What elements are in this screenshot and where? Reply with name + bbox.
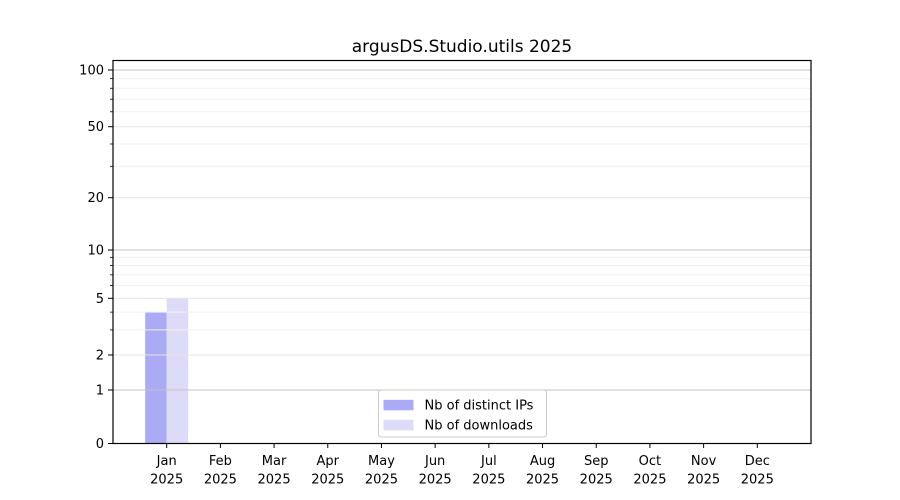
x-tick-label-year: 2025: [150, 473, 183, 488]
y-tick-label: 0: [96, 437, 104, 452]
legend-box: [378, 389, 547, 438]
x-tick-label-year: 2025: [258, 473, 291, 488]
x-tick-label-month: Jun: [424, 454, 445, 469]
x-tick-label-year: 2025: [580, 473, 613, 488]
y-tick-label: 2: [96, 349, 104, 364]
x-tick-label-year: 2025: [472, 473, 505, 488]
x-tick-label-month: May: [368, 454, 395, 469]
x-tick-label-month: Feb: [209, 454, 232, 469]
x-tick-label-year: 2025: [687, 473, 720, 488]
x-tick-label-month: Dec: [745, 454, 770, 469]
x-tick-label-month: Sep: [584, 454, 609, 469]
legend: Nb of distinct IPs Nb of downloads: [378, 389, 547, 438]
x-tick-label-month: Aug: [530, 454, 555, 469]
legend-label: Nb of downloads: [425, 419, 534, 434]
x-tick-label-year: 2025: [311, 473, 344, 488]
x-tick-label-month: Jul: [480, 454, 497, 469]
x-tick-label-year: 2025: [741, 473, 774, 488]
x-tick-label-year: 2025: [526, 473, 559, 488]
x-tick-label-month: Oct: [639, 454, 661, 469]
legend-swatch: [383, 399, 414, 411]
chart-title: argusDS.Studio.utils 2025: [352, 37, 572, 57]
x-tick-label-month: Jan: [156, 454, 177, 469]
x-tick-label-month: Apr: [317, 454, 340, 469]
bar-nb-of-downloads-jan: [166, 298, 189, 443]
legend-label: Nb of distinct IPs: [425, 399, 534, 414]
y-tick-label: 100: [79, 64, 104, 79]
y-tick-label: 1: [96, 384, 104, 399]
plot-border: [112, 59, 812, 445]
legend-swatch: [383, 419, 414, 431]
chart-plot: 0 1 2 5 10 20 50 100 Jan 2025 Feb 2025 Mar 2025 Apr 202…: [79, 59, 812, 488]
y-tick-label: 10: [87, 244, 104, 259]
x-tick-label-year: 2025: [204, 473, 237, 488]
x-tick-label-month: Mar: [262, 454, 287, 469]
y-tick-label: 50: [87, 120, 104, 135]
y-tick-label: 20: [87, 191, 104, 206]
bar-nb-of-distinct-ips-jan: [145, 312, 167, 443]
x-tick-label-year: 2025: [419, 473, 452, 488]
x-tick-label-year: 2025: [633, 473, 666, 488]
x-tick-label-year: 2025: [365, 473, 398, 488]
x-tick-label-month: Nov: [691, 454, 717, 469]
y-tick-label: 5: [96, 292, 104, 307]
